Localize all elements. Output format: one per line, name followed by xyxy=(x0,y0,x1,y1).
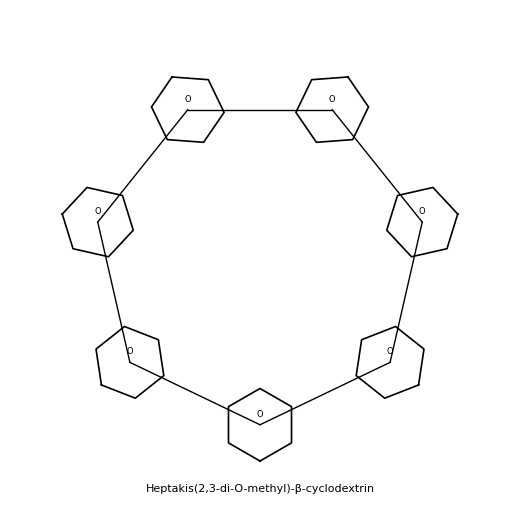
Text: O: O xyxy=(95,207,101,216)
Text: O: O xyxy=(185,95,191,104)
Text: O: O xyxy=(387,348,394,356)
Text: Heptakis(2,3-di-O-methyl)-β-cyclodextrin: Heptakis(2,3-di-O-methyl)-β-cyclodextrin xyxy=(146,484,374,494)
Text: O: O xyxy=(126,348,133,356)
Text: O: O xyxy=(419,207,425,216)
Text: O: O xyxy=(329,95,335,104)
Text: O: O xyxy=(257,410,263,419)
